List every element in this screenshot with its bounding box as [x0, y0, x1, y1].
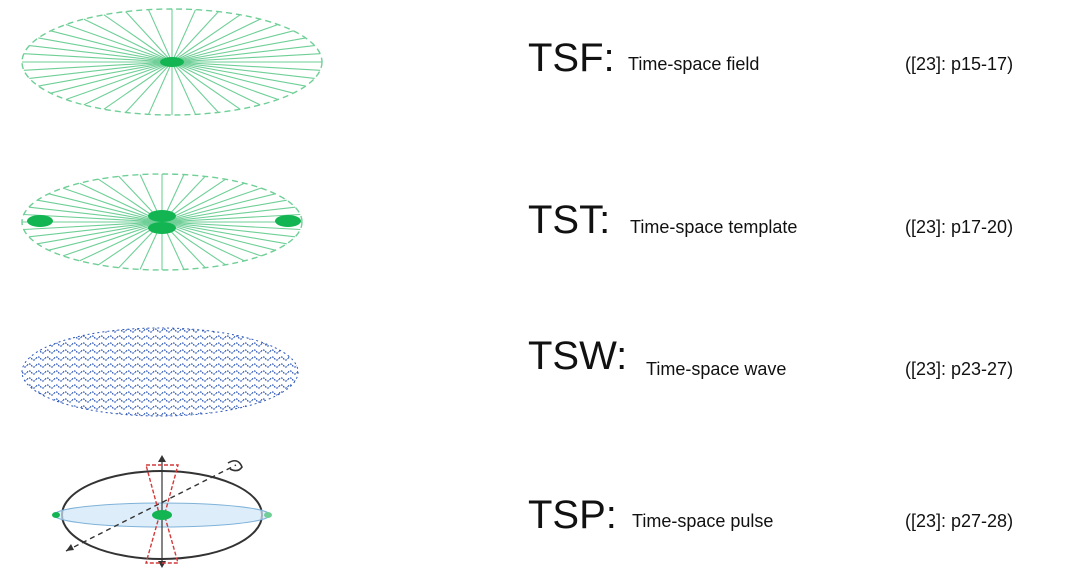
spoke-line [23, 213, 163, 223]
spoke-line [161, 187, 262, 223]
spoke-line [37, 221, 163, 245]
spoke-line [171, 30, 294, 63]
spoke-line [62, 221, 163, 257]
spoke-line [38, 37, 173, 63]
tsf-acronym: TSF: [528, 36, 615, 80]
spoke-line [83, 18, 173, 63]
spoke-line [161, 221, 276, 251]
spoke-line [171, 23, 279, 63]
spoke-line [37, 199, 163, 223]
spoke-line [28, 206, 163, 223]
spoke-line [103, 61, 173, 110]
spoke-line [65, 61, 173, 101]
spoke-line [83, 61, 173, 106]
spoke-line [171, 37, 306, 63]
spoke-line [147, 9, 173, 63]
tsf-reference: ([23]: p15-17) [905, 54, 1014, 74]
spoke-line [171, 45, 315, 63]
radial-spoke-field-icon [21, 8, 323, 116]
spoke-line [171, 61, 197, 115]
spoke-line [62, 187, 163, 223]
tsw-acronym: TSW: [528, 334, 628, 378]
spoke-line [171, 61, 261, 106]
spoke-line [161, 221, 262, 257]
spoke-line [161, 221, 296, 238]
spoke-line [48, 221, 163, 251]
spoke-line [29, 61, 173, 79]
spoke-line [147, 61, 173, 115]
spoke-line [171, 61, 294, 94]
spoke-line [171, 61, 321, 71]
tst-description: Time-space template [630, 217, 798, 237]
spoke-line [171, 11, 219, 63]
spoke-line [171, 14, 241, 63]
spoke-line [125, 11, 173, 63]
spoke-line [171, 53, 321, 63]
spoke-line [38, 61, 173, 87]
spoke-line [161, 199, 287, 223]
spoke-line [171, 61, 315, 79]
spoke-line [161, 221, 287, 245]
tsw-reference: ([23]: p23-27) [905, 359, 1014, 379]
tsf-description: Time-space field [628, 54, 760, 74]
spoke-line [161, 221, 301, 231]
spoke-line [23, 53, 173, 63]
spoke-line [48, 193, 163, 223]
spoke-line [50, 30, 173, 63]
spoke-line [65, 23, 173, 63]
spoke-line [171, 61, 306, 87]
tsp-reference: ([23]: p27-28) [905, 511, 1014, 531]
spoke-line [23, 61, 173, 71]
spoke-line [28, 221, 163, 238]
tsp-acronym: TSP: [528, 493, 617, 537]
spoke-line [171, 61, 279, 101]
radial-template-with-nodes-icon [21, 173, 303, 271]
spoke-line [161, 193, 276, 223]
spoke-line [29, 45, 173, 63]
spoke-line [103, 14, 173, 63]
tsp-description: Time-space pulse [632, 511, 774, 531]
spoke-line [171, 9, 197, 63]
spoke-line [171, 61, 219, 113]
wave-pattern-ellipse-icon [21, 327, 299, 417]
spoke-line [171, 18, 261, 63]
tst-reference: ([23]: p17-20) [905, 217, 1014, 237]
spoke-line [23, 221, 163, 231]
spoke-line [161, 213, 301, 223]
tst-acronym: TST: [528, 198, 611, 242]
spoke-line [171, 61, 241, 110]
pulse-ellipse-with-axes-icon [52, 455, 272, 568]
spoke-line [50, 61, 173, 94]
spoke-line [125, 61, 173, 113]
spoke-line [161, 206, 296, 223]
tsw-description: Time-space wave [646, 359, 787, 379]
